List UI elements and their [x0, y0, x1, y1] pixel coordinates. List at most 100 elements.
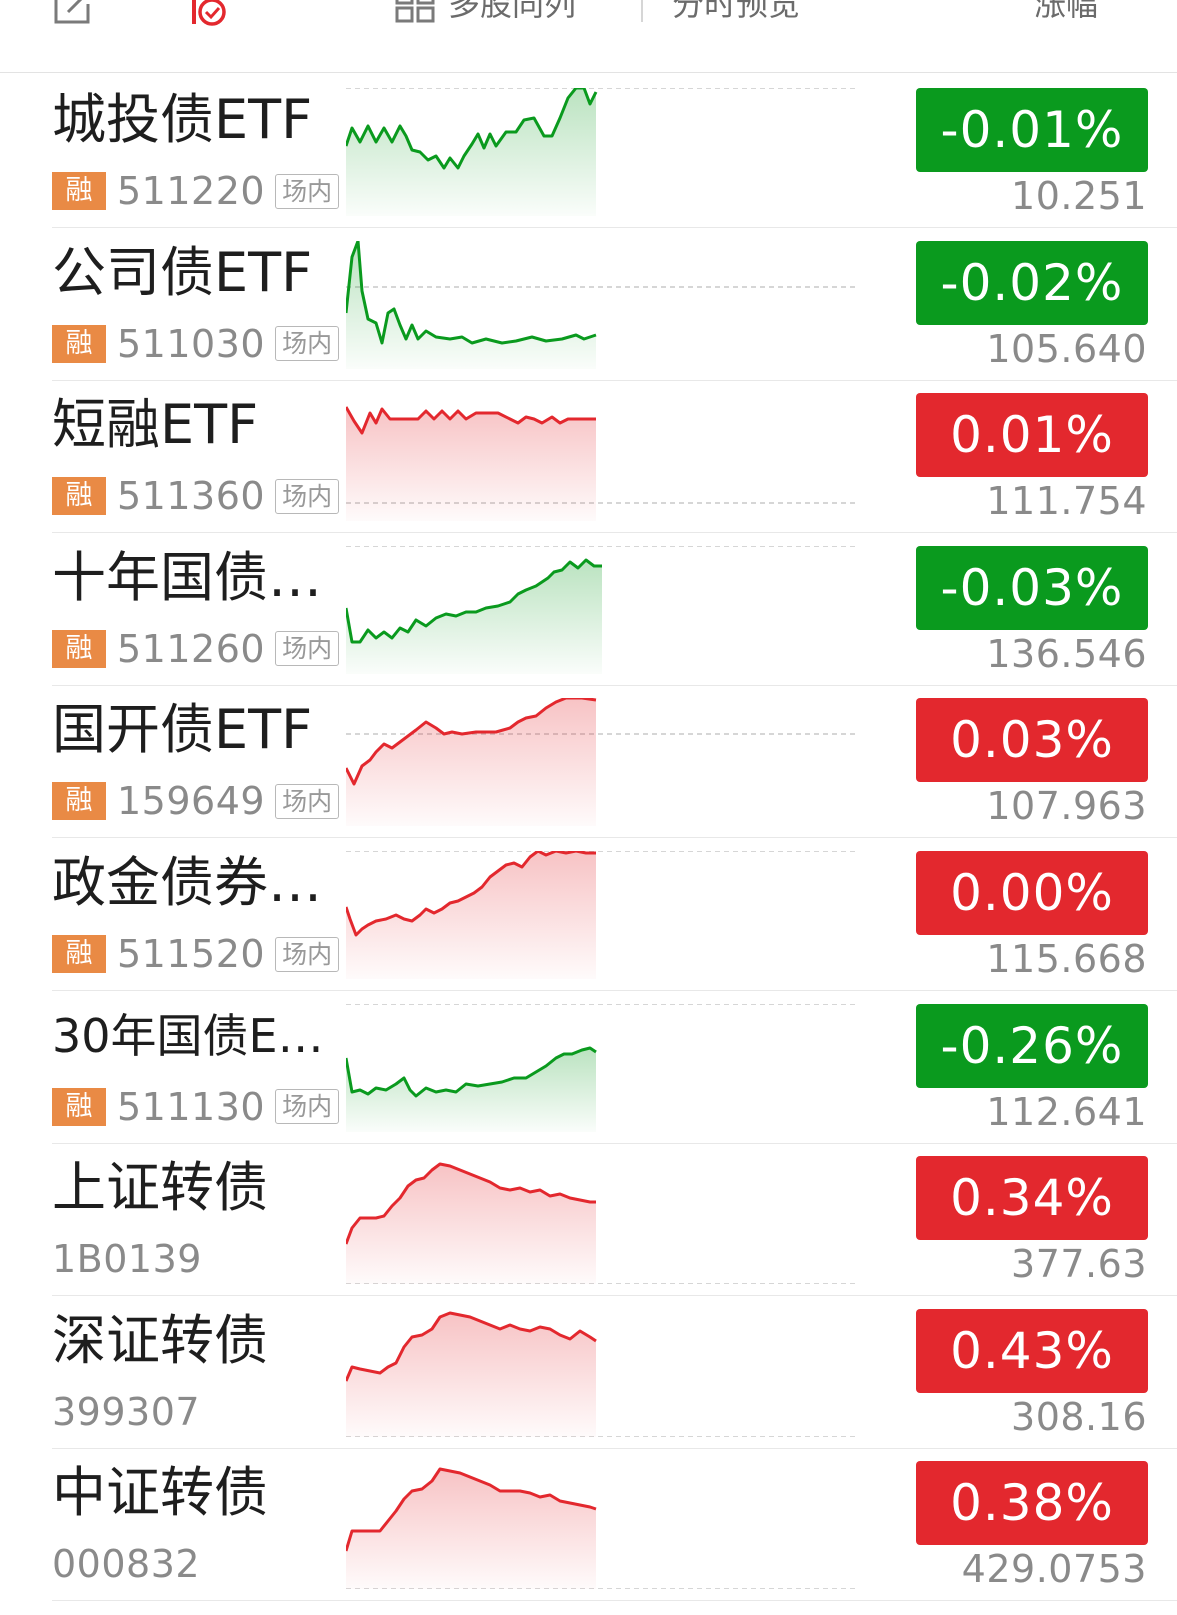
intraday-sparkline	[346, 698, 856, 827]
margin-trading-badge: 融	[52, 477, 106, 516]
security-name: 公司债ETF	[52, 241, 313, 304]
security-code: 1B0139	[52, 1237, 202, 1282]
security-meta: 融 159649 场内	[52, 779, 340, 824]
last-price: 112.641	[986, 1089, 1147, 1134]
sparkline-line	[346, 1162, 596, 1245]
last-price: 111.754	[986, 479, 1147, 524]
security-code: 511260	[117, 626, 266, 671]
security-name: 深证转债	[52, 1309, 268, 1372]
watchlist-row[interactable]: 深证转债 399307 0.43% 308.16	[52, 1293, 1177, 1449]
last-price: 105.640	[986, 326, 1147, 371]
change-percent-badge[interactable]: 0.43%	[916, 1308, 1148, 1393]
sparkline-line	[346, 240, 597, 345]
change-percent-badge[interactable]: 0.34%	[916, 1156, 1148, 1241]
sparkline-area	[346, 1469, 596, 1590]
security-meta: 融 511030 场内	[52, 321, 340, 366]
last-price: 308.16	[1011, 1394, 1147, 1439]
change-percent-badge[interactable]: 0.03%	[916, 698, 1148, 783]
sparkline-line	[346, 88, 598, 170]
security-meta: 000832	[52, 1545, 200, 1583]
intraday-preview-toggle[interactable]: 分时预览	[672, 0, 801, 23]
exchange-traded-tag: 场内	[275, 936, 340, 972]
security-meta: 融 511130 场内	[52, 1084, 340, 1129]
intraday-sparkline	[346, 1311, 856, 1437]
security-code: 511130	[117, 1084, 266, 1129]
security-meta: 融 511220 场内	[52, 169, 340, 213]
margin-trading-badge: 融	[52, 935, 106, 973]
change-percent-badge[interactable]: -0.03%	[916, 545, 1148, 630]
change-percent-badge[interactable]: 0.01%	[916, 393, 1148, 478]
price-alert-icon[interactable]	[190, 0, 230, 28]
security-code: 511520	[117, 932, 266, 976]
margin-trading-badge: 融	[52, 782, 106, 821]
margin-trading-badge: 融	[52, 324, 106, 363]
intraday-sparkline	[346, 88, 856, 216]
security-meta: 融 511260 场内	[52, 626, 340, 671]
intraday-sparkline	[346, 545, 856, 674]
watchlist-row[interactable]: 国开债ETF 融 159649 场内 0.03% 107.963	[52, 682, 1177, 839]
list-toolbar: 多股同列 分时预览 涨幅	[0, 0, 1177, 73]
watchlist-row[interactable]: 中证转债 000832 0.38% 429.0753	[52, 1445, 1177, 1602]
sparkline-area	[346, 1047, 596, 1132]
watchlist-row[interactable]: 上证转债 1B0139 0.34% 377.63	[52, 1140, 1177, 1297]
security-meta: 融 511520 场内	[52, 932, 340, 976]
security-code: 159649	[117, 779, 266, 824]
security-code: 511220	[117, 169, 266, 213]
last-price: 136.546	[986, 631, 1147, 676]
security-meta: 399307	[52, 1393, 200, 1431]
security-name: 十年国债ETF	[52, 546, 342, 609]
exchange-traded-tag: 场内	[275, 1089, 340, 1125]
grid-icon[interactable]	[395, 0, 435, 24]
security-code: 000832	[52, 1542, 201, 1587]
sparkline-area	[346, 88, 596, 216]
intraday-sparkline	[346, 1467, 856, 1590]
sparkline-line	[346, 558, 602, 644]
exchange-traded-tag: 场内	[275, 326, 340, 362]
exchange-traded-tag: 场内	[275, 631, 340, 667]
watchlist-row[interactable]: 短融ETF 融 511360 场内 0.01% 111.754	[52, 377, 1177, 534]
margin-trading-badge: 融	[52, 1087, 106, 1126]
sparkline-line	[346, 1467, 597, 1552]
change-percent-badge[interactable]: 0.00%	[916, 851, 1148, 935]
change-percent-badge[interactable]: -0.26%	[916, 1003, 1148, 1088]
exchange-traded-tag: 场内	[275, 783, 340, 819]
toolbar-divider	[641, 0, 643, 22]
last-price: 115.668	[986, 937, 1147, 981]
security-name: 国开债ETF	[52, 699, 313, 762]
security-code: 511030	[117, 321, 266, 366]
change-percent-badge[interactable]: -0.02%	[916, 240, 1148, 325]
security-name: 城投债ETF	[52, 89, 313, 151]
sparkline-area	[346, 240, 596, 369]
margin-trading-badge: 融	[52, 629, 106, 668]
sparkline-line	[346, 851, 596, 937]
last-price: 429.0753	[961, 1547, 1147, 1592]
margin-trading-badge: 融	[52, 172, 106, 210]
sparkline-area	[346, 698, 596, 827]
watchlist-row[interactable]: 政金债券ETF 融 511520 场内 0.00% 115.668	[52, 835, 1177, 991]
watchlist-row[interactable]: 公司债ETF 融 511030 场内 -0.02% 105.640	[52, 225, 1177, 381]
last-price: 377.63	[1011, 1242, 1147, 1287]
watchlist-row[interactable]: 城投债ETF 融 511220 场内 -0.01% 10.251	[52, 72, 1177, 228]
exchange-traded-tag: 场内	[275, 173, 340, 209]
security-name: 政金债券ETF	[52, 852, 342, 914]
change-sort-header[interactable]: 涨幅	[1034, 0, 1099, 23]
sparkline-area	[346, 1312, 596, 1437]
security-name: 30年国债ET...	[52, 1008, 342, 1063]
sparkline-area	[346, 1164, 596, 1285]
security-meta: 融 511360 场内	[52, 477, 340, 516]
change-percent-badge[interactable]: 0.38%	[916, 1461, 1148, 1546]
security-name: 中证转债	[52, 1462, 268, 1525]
intraday-sparkline	[346, 851, 856, 979]
intraday-sparkline	[346, 406, 856, 522]
compare-stocks-button[interactable]: 多股同列	[448, 0, 577, 23]
last-price: 107.963	[986, 784, 1147, 829]
edit-icon[interactable]	[52, 0, 96, 26]
change-percent-badge[interactable]: -0.01%	[916, 88, 1148, 172]
sparkline-line	[346, 1311, 597, 1382]
watchlist-row[interactable]: 十年国债ETF 融 511260 场内 -0.03% 136.546	[52, 530, 1177, 686]
security-code: 399307	[52, 1389, 201, 1434]
sparkline-line	[346, 698, 597, 786]
sparkline-area	[346, 407, 596, 522]
watchlist-row[interactable]: 30年国债ET... 融 511130 场内 -0.26% 112.641	[52, 988, 1177, 1144]
sparkline-line	[346, 406, 596, 435]
